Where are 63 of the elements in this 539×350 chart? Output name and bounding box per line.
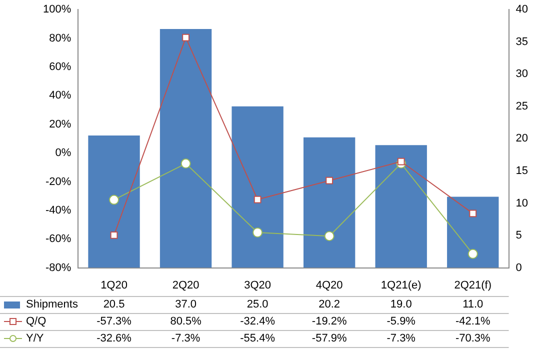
bar xyxy=(304,137,356,268)
x-tick-label: 2Q21(f) xyxy=(454,279,492,292)
data-label: 19.0 xyxy=(390,298,412,311)
data-label: 11.0 xyxy=(462,298,484,311)
bar xyxy=(160,28,212,268)
data-label: -19.2% xyxy=(312,316,347,328)
y-tick-label: 100% xyxy=(42,4,72,16)
data-label: -55.4% xyxy=(240,332,276,345)
y2-tick-label: 5 xyxy=(516,230,522,242)
data-label: -5.9% xyxy=(386,316,416,328)
y-tick-label: 60% xyxy=(49,61,72,74)
bar xyxy=(88,135,140,268)
bar xyxy=(447,196,499,268)
point xyxy=(397,158,405,166)
y2-tick-label: 10 xyxy=(516,197,528,210)
y-tick-label: 40% xyxy=(49,90,72,102)
point xyxy=(110,232,118,239)
point xyxy=(324,231,334,242)
y-tick-label: -20% xyxy=(45,176,72,188)
point xyxy=(180,158,191,169)
data-label: -7.3% xyxy=(386,332,416,345)
y2-tick-label: 0 xyxy=(516,262,522,274)
bar xyxy=(232,106,284,268)
legend-label: Shipments xyxy=(26,298,78,311)
data-label: -7.3% xyxy=(171,332,200,345)
x-tick-label: 4Q20 xyxy=(316,279,343,292)
y-tick-label: 20% xyxy=(49,118,72,130)
data-label: 20.5 xyxy=(103,298,125,311)
data-label: -32.4% xyxy=(240,316,276,328)
y2-tick-label: 30 xyxy=(516,68,528,80)
y-tick-label: -60% xyxy=(45,233,72,246)
data-label: -57.9% xyxy=(312,332,347,345)
legend-label: Q/Q xyxy=(26,316,47,328)
point xyxy=(469,210,477,218)
point xyxy=(252,228,263,238)
data-label: 25.0 xyxy=(246,298,268,311)
data-label: 80.5% xyxy=(170,316,202,328)
y-tick-label: 80% xyxy=(49,32,72,44)
y-tick-label: -80% xyxy=(45,262,72,274)
y2-tick-label: 20 xyxy=(516,132,528,145)
x-tick-label: 3Q20 xyxy=(244,279,272,292)
x-tick-label: 1Q21(e) xyxy=(380,279,422,292)
point xyxy=(182,34,190,42)
bar xyxy=(375,145,427,268)
y2-tick-label: 40 xyxy=(516,4,528,16)
legend-label: Y/Y xyxy=(26,332,44,345)
y2-tick-label: 25 xyxy=(516,100,528,112)
y-tick-label: 0% xyxy=(55,147,72,160)
data-label: -57.3% xyxy=(96,316,132,328)
point xyxy=(254,196,262,204)
data-label: -32.6% xyxy=(96,332,132,345)
data-label: 37.0 xyxy=(175,298,196,311)
y2-tick-label: 15 xyxy=(516,165,528,178)
y-tick-label: -40% xyxy=(45,204,72,216)
x-tick-label: 2Q20 xyxy=(172,279,200,292)
y2-tick-label: 35 xyxy=(516,36,528,48)
data-label: 20.2 xyxy=(318,298,340,311)
point xyxy=(109,194,120,205)
point xyxy=(326,176,334,184)
x-tick-label: 1Q20 xyxy=(100,279,128,292)
data-label: -70.3% xyxy=(455,332,491,345)
point xyxy=(468,248,478,259)
data-label: -42.1% xyxy=(455,316,491,328)
